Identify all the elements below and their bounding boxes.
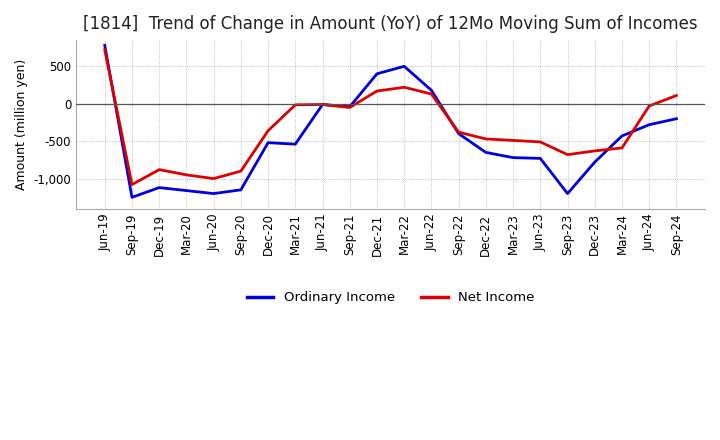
- Net Income: [210, 176, 218, 181]
- Net Income: [155, 167, 163, 172]
- Net Income: [400, 84, 408, 90]
- Net Income: [237, 169, 246, 174]
- Net Income: [563, 152, 572, 157]
- Net Income: [318, 102, 327, 107]
- Net Income: [482, 136, 490, 142]
- Ordinary Income: [373, 71, 382, 77]
- Ordinary Income: [509, 155, 518, 160]
- Ordinary Income: [672, 116, 680, 121]
- Ordinary Income: [427, 88, 436, 93]
- Ordinary Income: [210, 191, 218, 196]
- Line: Ordinary Income: Ordinary Income: [104, 45, 676, 197]
- Net Income: [645, 103, 654, 109]
- Net Income: [672, 93, 680, 98]
- Net Income: [291, 102, 300, 107]
- Ordinary Income: [590, 159, 599, 165]
- Net Income: [373, 88, 382, 94]
- Ordinary Income: [318, 102, 327, 107]
- Net Income: [590, 148, 599, 154]
- Net Income: [100, 47, 109, 52]
- Ordinary Income: [182, 188, 191, 193]
- Ordinary Income: [237, 187, 246, 192]
- Net Income: [454, 129, 463, 135]
- Ordinary Income: [536, 156, 544, 161]
- Net Income: [618, 145, 626, 150]
- Ordinary Income: [454, 131, 463, 136]
- Legend: Ordinary Income, Net Income: Ordinary Income, Net Income: [241, 286, 540, 309]
- Ordinary Income: [482, 150, 490, 155]
- Y-axis label: Amount (million yen): Amount (million yen): [15, 59, 28, 190]
- Ordinary Income: [346, 104, 354, 110]
- Net Income: [536, 139, 544, 145]
- Title: [1814]  Trend of Change in Amount (YoY) of 12Mo Moving Sum of Incomes: [1814] Trend of Change in Amount (YoY) o…: [84, 15, 698, 33]
- Ordinary Income: [291, 142, 300, 147]
- Ordinary Income: [155, 185, 163, 190]
- Ordinary Income: [400, 64, 408, 69]
- Ordinary Income: [264, 140, 272, 145]
- Net Income: [509, 138, 518, 143]
- Net Income: [346, 105, 354, 110]
- Net Income: [182, 172, 191, 177]
- Net Income: [427, 92, 436, 97]
- Ordinary Income: [127, 194, 136, 200]
- Ordinary Income: [618, 133, 626, 139]
- Ordinary Income: [100, 43, 109, 48]
- Net Income: [264, 128, 272, 133]
- Ordinary Income: [563, 191, 572, 196]
- Net Income: [127, 182, 136, 187]
- Line: Net Income: Net Income: [104, 50, 676, 185]
- Ordinary Income: [645, 122, 654, 127]
